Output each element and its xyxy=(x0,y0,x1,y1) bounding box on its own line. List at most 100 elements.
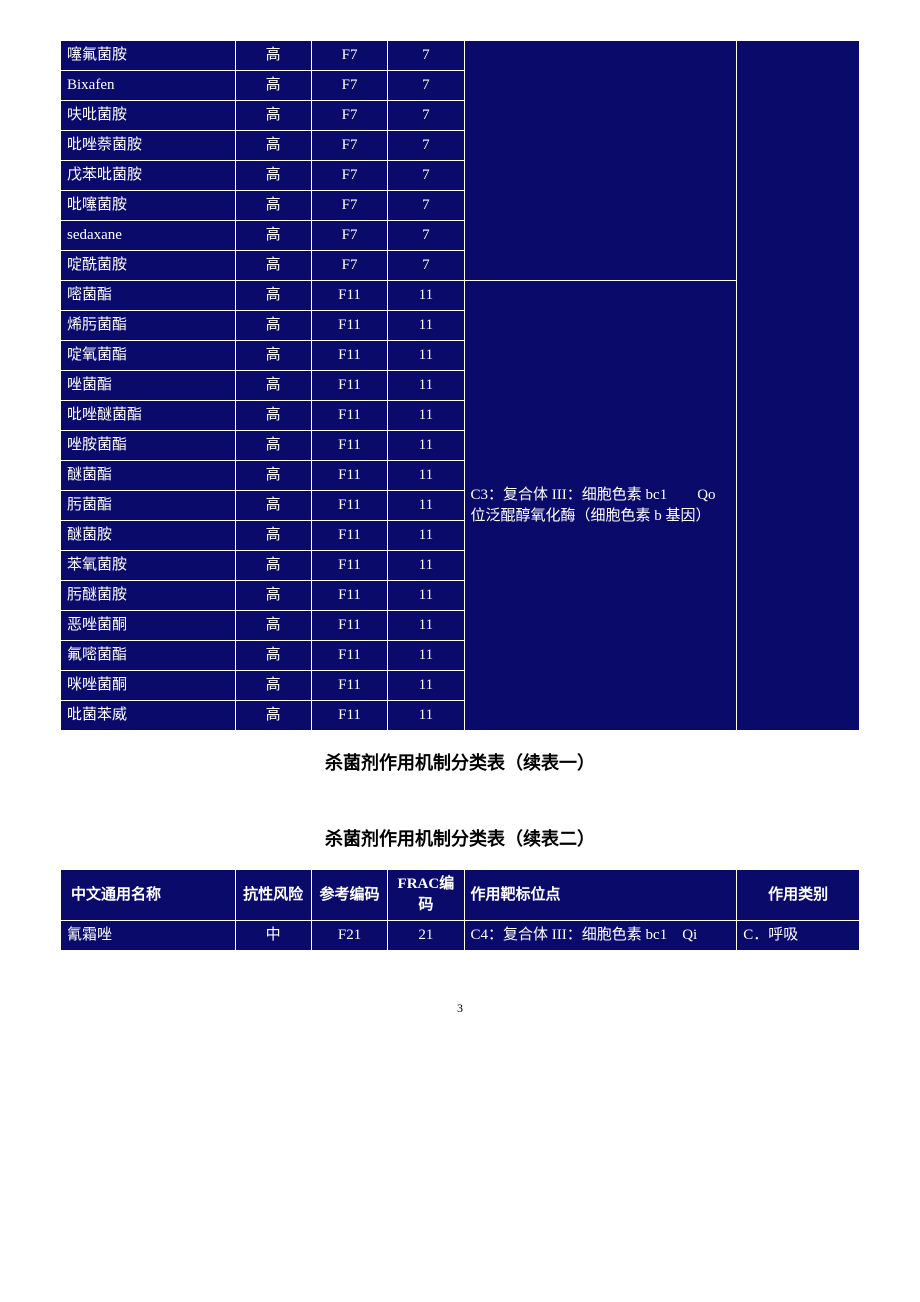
cell-name: 恶唑菌酮 xyxy=(61,611,236,641)
cell-name: 噻氟菌胺 xyxy=(61,41,236,71)
cell-name: 肟菌酯 xyxy=(61,491,236,521)
cell-category xyxy=(737,41,860,731)
table-header-row: 中文通用名称 抗性风险 参考编码 FRAC编码 作用靶标位点 作用类别 xyxy=(61,870,860,921)
cell-name: Bixafen xyxy=(61,71,236,101)
cell-target: C4：复合体 III：细胞色素 bc1 Qi xyxy=(464,921,737,951)
cell-name: 吡菌苯威 xyxy=(61,701,236,731)
cell-frac: 11 xyxy=(388,431,464,461)
cell-risk: 高 xyxy=(235,581,311,611)
cell-frac: 11 xyxy=(388,671,464,701)
cell-risk: 高 xyxy=(235,131,311,161)
cell-risk: 高 xyxy=(235,521,311,551)
cell-name: 烯肟菌酯 xyxy=(61,311,236,341)
cell-name: 醚菌酯 xyxy=(61,461,236,491)
cell-frac: 11 xyxy=(388,611,464,641)
caption-table-1: 杀菌剂作用机制分类表（续表一） xyxy=(60,749,860,775)
table-row: 噻氟菌胺高F77 xyxy=(61,41,860,71)
cell-ref: F11 xyxy=(311,641,387,671)
table-row: 氰霜唑中F2121C4：复合体 III：细胞色素 bc1 QiC．呼吸 xyxy=(61,921,860,951)
cell-risk: 高 xyxy=(235,641,311,671)
cell-frac: 11 xyxy=(388,521,464,551)
cell-risk: 高 xyxy=(235,221,311,251)
cell-frac: 11 xyxy=(388,491,464,521)
cell-ref: F7 xyxy=(311,71,387,101)
cell-risk: 高 xyxy=(235,191,311,221)
cell-frac: 11 xyxy=(388,701,464,731)
cell-frac: 7 xyxy=(388,101,464,131)
cell-name: 咪唑菌酮 xyxy=(61,671,236,701)
cell-ref: F11 xyxy=(311,281,387,311)
cell-frac: 11 xyxy=(388,311,464,341)
cell-risk: 高 xyxy=(235,311,311,341)
cell-ref: F11 xyxy=(311,521,387,551)
page-number: 3 xyxy=(60,1001,860,1016)
cell-risk: 高 xyxy=(235,611,311,641)
cell-ref: F11 xyxy=(311,461,387,491)
cell-target xyxy=(464,41,737,281)
cell-frac: 7 xyxy=(388,161,464,191)
cell-ref: F11 xyxy=(311,611,387,641)
cell-name: 氰霜唑 xyxy=(61,921,236,951)
cell-ref: F11 xyxy=(311,371,387,401)
header-target: 作用靶标位点 xyxy=(464,870,737,921)
cell-name: 醚菌胺 xyxy=(61,521,236,551)
cell-ref: F11 xyxy=(311,311,387,341)
cell-ref: F11 xyxy=(311,701,387,731)
fungicide-table-2: 中文通用名称 抗性风险 参考编码 FRAC编码 作用靶标位点 作用类别 氰霜唑中… xyxy=(60,869,860,951)
caption-table-2: 杀菌剂作用机制分类表（续表二） xyxy=(60,825,860,851)
cell-name: 吡唑醚菌酯 xyxy=(61,401,236,431)
cell-risk: 高 xyxy=(235,461,311,491)
cell-name: 吡噻菌胺 xyxy=(61,191,236,221)
cell-ref: F7 xyxy=(311,251,387,281)
cell-ref: F7 xyxy=(311,191,387,221)
cell-frac: 11 xyxy=(388,641,464,671)
cell-name: 唑菌酯 xyxy=(61,371,236,401)
header-name: 中文通用名称 xyxy=(61,870,236,921)
cell-risk: 高 xyxy=(235,281,311,311)
cell-frac: 11 xyxy=(388,401,464,431)
cell-ref: F7 xyxy=(311,101,387,131)
cell-ref: F11 xyxy=(311,581,387,611)
cell-frac: 7 xyxy=(388,71,464,101)
cell-frac: 11 xyxy=(388,371,464,401)
cell-ref: F7 xyxy=(311,221,387,251)
header-ref: 参考编码 xyxy=(311,870,387,921)
cell-name: 呋吡菌胺 xyxy=(61,101,236,131)
cell-name: 唑胺菌酯 xyxy=(61,431,236,461)
cell-name: 肟醚菌胺 xyxy=(61,581,236,611)
cell-risk: 高 xyxy=(235,371,311,401)
cell-risk: 高 xyxy=(235,41,311,71)
cell-frac: 7 xyxy=(388,41,464,71)
cell-frac: 11 xyxy=(388,461,464,491)
cell-risk: 中 xyxy=(235,921,311,951)
cell-frac: 7 xyxy=(388,131,464,161)
cell-name: 啶酰菌胺 xyxy=(61,251,236,281)
cell-cat: C．呼吸 xyxy=(737,921,860,951)
cell-name: sedaxane xyxy=(61,221,236,251)
cell-risk: 高 xyxy=(235,251,311,281)
cell-ref: F7 xyxy=(311,131,387,161)
cell-risk: 高 xyxy=(235,491,311,521)
cell-ref: F21 xyxy=(311,921,387,951)
cell-frac: 7 xyxy=(388,191,464,221)
cell-frac: 11 xyxy=(388,581,464,611)
cell-ref: F11 xyxy=(311,491,387,521)
cell-risk: 高 xyxy=(235,161,311,191)
cell-risk: 高 xyxy=(235,401,311,431)
cell-ref: F11 xyxy=(311,401,387,431)
cell-target: C3：复合体 III：细胞色素 bc1 Qo 位泛醌醇氧化酶（细胞色素 b 基因… xyxy=(464,281,737,731)
cell-name: 嘧菌酯 xyxy=(61,281,236,311)
cell-risk: 高 xyxy=(235,551,311,581)
header-risk: 抗性风险 xyxy=(235,870,311,921)
cell-name: 氟嘧菌酯 xyxy=(61,641,236,671)
fungicide-table-1: 噻氟菌胺高F77Bixafen高F77呋吡菌胺高F77吡唑萘菌胺高F77戊苯吡菌… xyxy=(60,40,860,731)
cell-frac: 7 xyxy=(388,221,464,251)
cell-risk: 高 xyxy=(235,431,311,461)
cell-frac: 11 xyxy=(388,341,464,371)
cell-risk: 高 xyxy=(235,671,311,701)
cell-risk: 高 xyxy=(235,71,311,101)
cell-name: 吡唑萘菌胺 xyxy=(61,131,236,161)
cell-ref: F11 xyxy=(311,431,387,461)
cell-ref: F7 xyxy=(311,41,387,71)
header-frac: FRAC编码 xyxy=(388,870,464,921)
